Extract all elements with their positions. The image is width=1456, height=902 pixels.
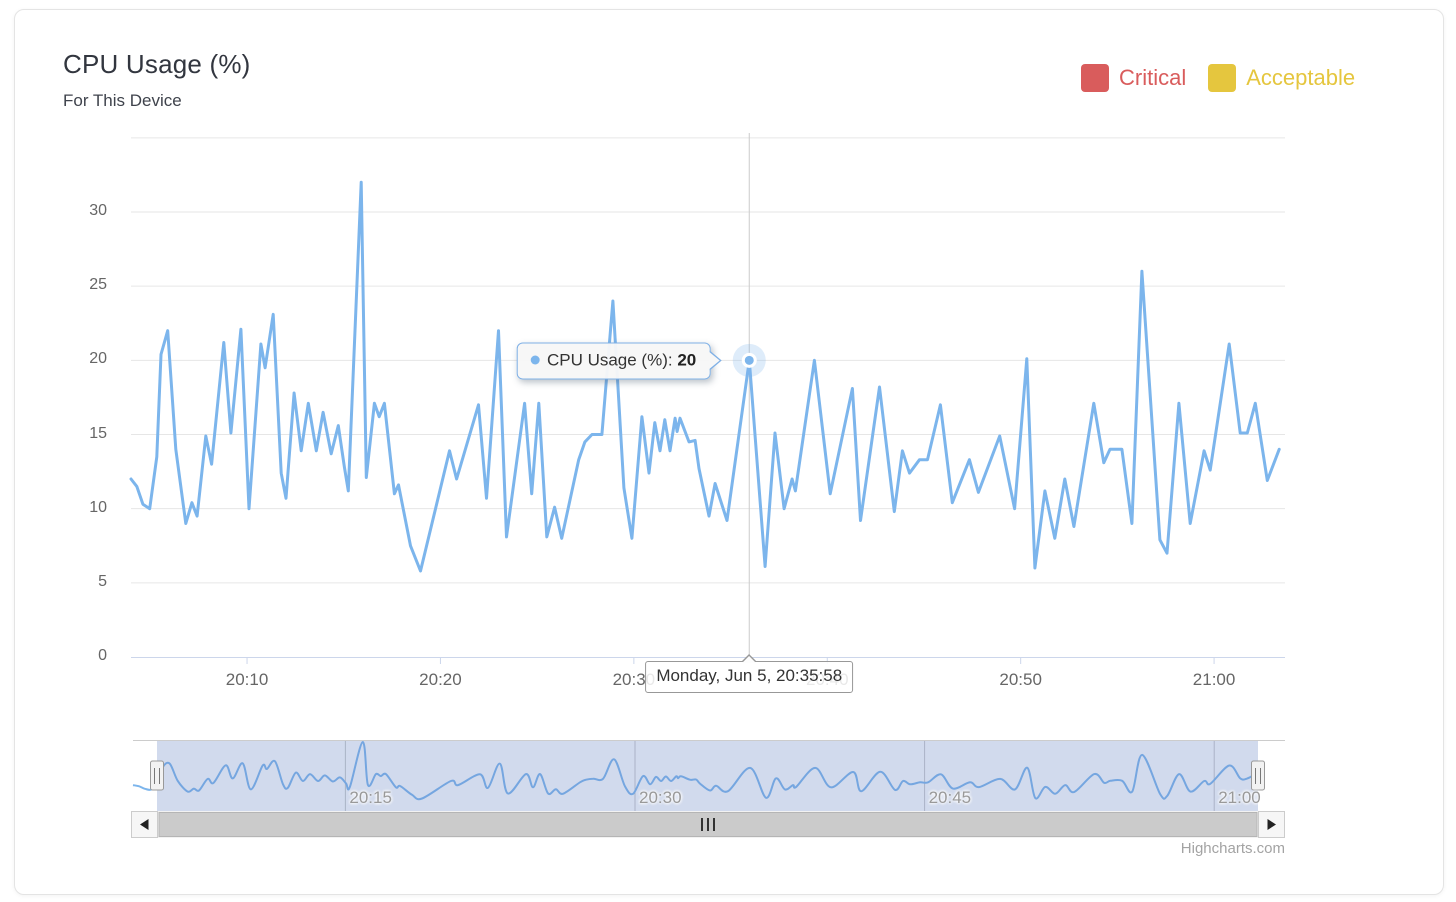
navigator-series-line	[132, 740, 1256, 801]
navigator-right-handle[interactable]	[1251, 760, 1265, 791]
xaxis-datetime-tooltip: Monday, Jun 5, 20:35:58	[645, 654, 854, 693]
acceptable-swatch-icon	[1208, 64, 1237, 92]
legend: Critical Acceptable	[1081, 64, 1355, 92]
scrollbar-right-arrow-icon	[1267, 819, 1276, 830]
series-tooltip: CPU Usage (%): 20	[516, 342, 722, 380]
tooltip-series-label: CPU Usage (%):	[546, 350, 673, 370]
cpu-usage-line	[129, 180, 1281, 573]
hover-marker[interactable]	[741, 352, 757, 368]
critical-swatch-icon	[1081, 64, 1109, 92]
chart-title: CPU Usage (%)	[63, 49, 251, 79]
navigator-mask[interactable]	[157, 741, 1258, 811]
legend-label-acceptable: Acceptable	[1246, 65, 1356, 90]
datetime-text: Monday, Jun 5, 20:35:58	[656, 666, 843, 685]
legend-item-acceptable[interactable]: Acceptable	[1208, 64, 1355, 92]
tooltip-point-icon	[530, 355, 540, 365]
legend-label-critical: Critical	[1119, 65, 1187, 90]
navigator-left-handle[interactable]	[150, 760, 164, 791]
tooltip-value: 20	[677, 350, 697, 370]
chart-subtitle: For This Device	[63, 91, 182, 110]
scrollbar-left-arrow-icon	[140, 819, 149, 830]
legend-item-critical[interactable]: Critical	[1081, 64, 1186, 92]
highcharts-credits-link[interactable]: Highcharts.com	[1180, 840, 1285, 857]
